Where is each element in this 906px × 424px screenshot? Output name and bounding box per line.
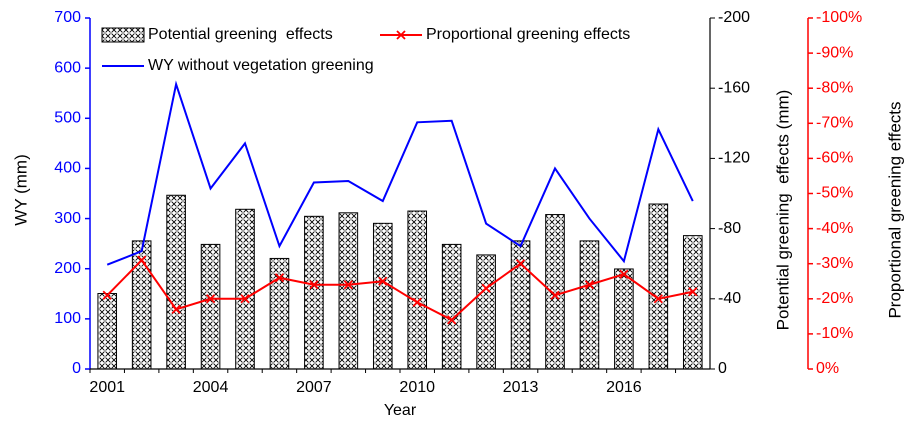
legend-marker [396,30,406,40]
y-tick-label: 700 [54,9,81,26]
legend-label: Potential greening effects [148,26,333,43]
y3-tick-label: -70% [816,115,853,132]
marker [102,290,112,300]
y3-tick-label: -90% [816,44,853,61]
x-tick-label: 2013 [503,379,539,396]
x-tick-label: 2004 [193,379,229,396]
bar [372,222,393,370]
y3-tick-label: -40% [816,220,853,237]
marker [240,294,250,304]
marker [688,287,698,297]
y3-tick-label: -10% [816,325,853,342]
marker [412,297,422,307]
y3-tick-label: -100% [816,9,862,26]
bar [441,243,462,370]
x-tick-label: 2007 [296,379,332,396]
bar [338,212,359,370]
bar [269,257,290,370]
bar [200,243,221,370]
y3-tick-label: -20% [816,290,853,307]
bar [682,235,703,370]
y2-tick-label: 0 [718,360,727,377]
y-tick-label: 0 [72,360,81,377]
bar [235,208,255,370]
x-tick-label: 2016 [606,379,642,396]
bar [476,254,496,370]
marker [137,255,147,265]
marker [447,315,457,325]
bar [407,210,428,370]
bar [545,214,565,370]
marker [171,304,181,314]
legend-swatch [101,27,145,43]
bar [579,240,600,370]
bar [614,268,634,370]
y3-tick-label: -30% [816,255,853,272]
y-tick-label: 600 [54,59,81,76]
y2-tick-label: -200 [718,9,750,26]
marker [584,280,595,290]
legend-label: WY without vegetation greening [148,57,374,74]
marker [481,283,491,293]
y3-axis-title: Proportional greening effects [885,101,904,318]
line [106,80,694,266]
bar [648,203,669,370]
y2-tick-label: -40 [718,290,741,307]
y3-tick-label: -50% [816,185,853,202]
bar [166,194,186,370]
marker [619,269,629,279]
marker [515,259,526,269]
line [106,258,693,322]
marker [378,276,388,286]
y2-axis-title: Potential greening effects (mm) [773,90,792,331]
marker [343,280,353,290]
bar [304,215,324,370]
marker [653,294,663,304]
y-tick-label: 400 [54,160,81,177]
marker [309,280,319,290]
x-tick-label: 2010 [399,379,435,396]
y3-tick-label: 0% [816,360,839,377]
y-tick-label: 300 [54,210,81,227]
legend-label: Proportional greening effects [426,26,630,43]
y-axis-title: WY (mm) [11,154,30,225]
marker [205,294,216,304]
y2-tick-label: -160 [718,79,750,96]
y2-tick-label: -120 [718,150,750,167]
y-tick-label: 200 [54,260,81,277]
x-axis-title: Year [384,402,417,419]
y3-tick-label: -80% [816,79,853,96]
marker [550,290,560,300]
y2-tick-label: -80 [718,220,741,237]
bar [97,293,118,370]
y3-tick-label: -60% [816,150,853,167]
y-tick-label: 500 [54,110,81,127]
bar [510,240,531,370]
x-tick-label: 2001 [89,379,125,396]
y-tick-label: 100 [54,310,81,327]
marker [274,273,285,283]
